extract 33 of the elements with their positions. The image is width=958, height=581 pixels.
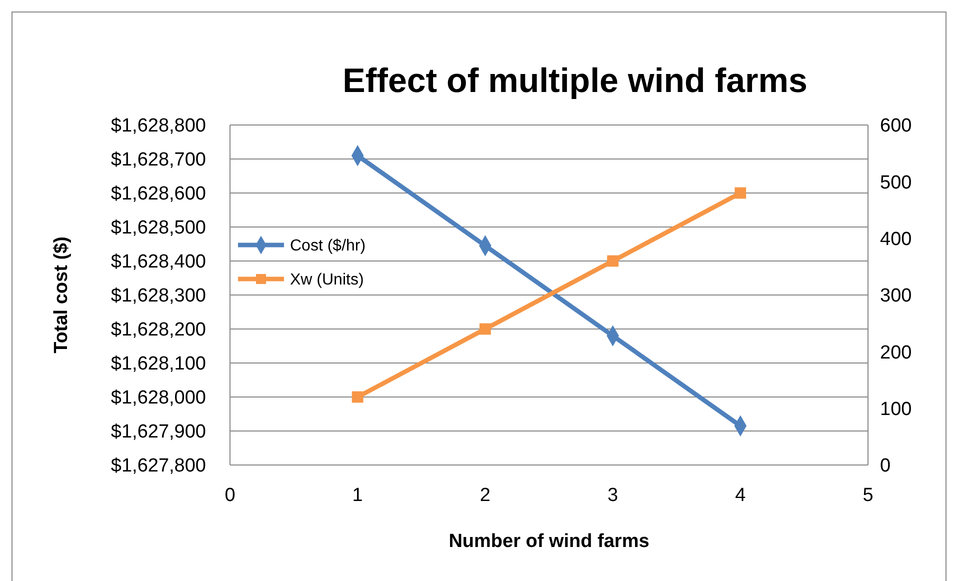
- y-tick-label: $1,628,100: [110, 354, 206, 375]
- y-tick-label: $1,628,700: [110, 150, 206, 171]
- point: [607, 255, 618, 267]
- y-tick-label: $1,628,000: [110, 388, 206, 409]
- x-tick-label: 2: [480, 485, 490, 506]
- x-tick-label: 3: [608, 485, 618, 506]
- y-tick-label: $1,628,800: [110, 116, 206, 137]
- y2-tick-label: 300: [880, 286, 912, 307]
- y2-tick-label: 600: [880, 116, 912, 137]
- legend-label: Cost ($/hr): [290, 238, 366, 255]
- y-tick-label: $1,628,200: [110, 320, 206, 341]
- y-axis-title: Total cost ($): [51, 236, 72, 354]
- x-tick-label: 5: [862, 485, 874, 506]
- y-tick-label: $1,627,900: [110, 422, 206, 443]
- y2-tick-label: 200: [880, 342, 912, 364]
- y2-tick-label: 400: [880, 228, 912, 250]
- y2-tick-label: 0: [880, 456, 891, 477]
- x-axis-title: Number of wind farms: [448, 531, 650, 552]
- y2-tick-label: 500: [880, 172, 912, 194]
- chart-title: Effect of multiple wind farms: [342, 62, 808, 100]
- x-tick-label: 4: [735, 485, 746, 506]
- y-tick-label: $1,628,600: [110, 184, 206, 205]
- x-tick-label: 0: [224, 485, 236, 506]
- legend-label: Xw (Units): [290, 272, 364, 289]
- y-tick-label: $1,627,800: [110, 456, 206, 477]
- point: [352, 391, 364, 403]
- y-tick-label: $1,628,500: [110, 218, 206, 239]
- point: [480, 323, 491, 335]
- y2-tick-label: 100: [880, 398, 912, 420]
- x-tick-label: 1: [352, 485, 363, 506]
- y-tick-label: $1,628,300: [110, 286, 206, 307]
- y-tick-label: $1,628,400: [110, 252, 206, 273]
- point: [734, 187, 746, 199]
